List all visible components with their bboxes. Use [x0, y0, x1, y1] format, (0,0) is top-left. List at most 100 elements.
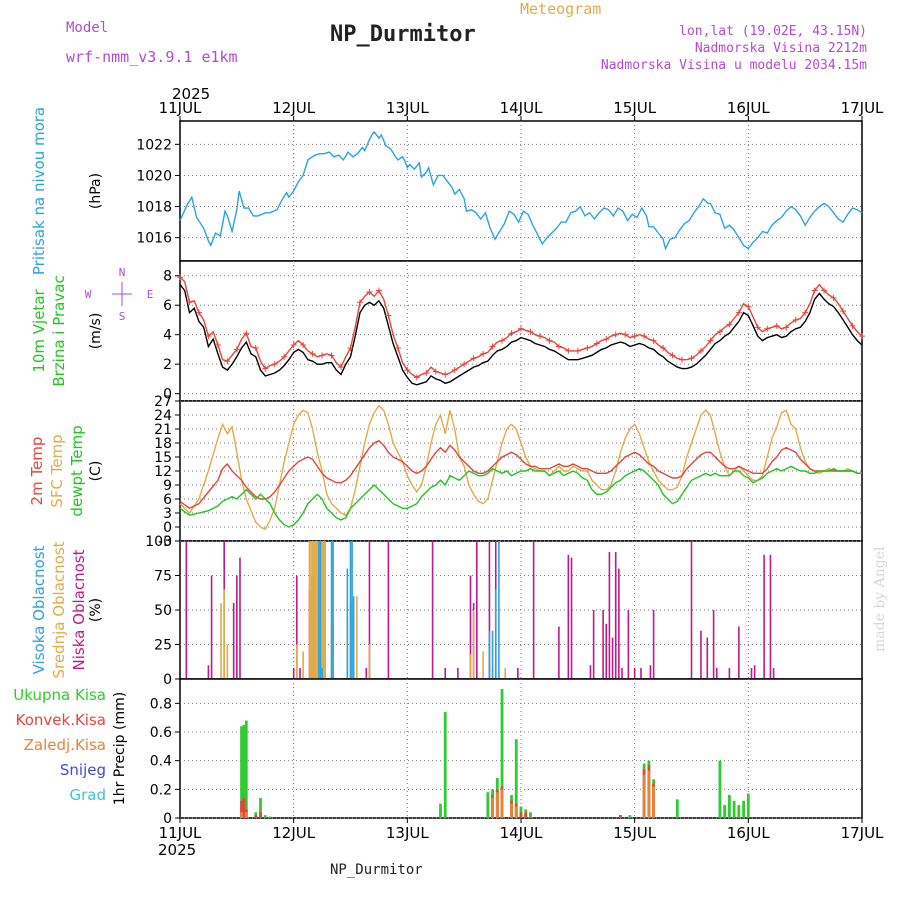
- x-day-label-top: 17JUL: [841, 99, 884, 117]
- bar-cloud_low: [558, 626, 560, 679]
- bar-cloud_low: [738, 626, 740, 679]
- bar-precip_frz: [652, 786, 656, 818]
- bar-precip_total: [244, 720, 248, 818]
- bar-precip_frz: [240, 812, 243, 818]
- bar-cloud_low: [728, 667, 731, 679]
- x-day-label-bottom: 11JUL: [159, 824, 202, 842]
- gust-marker: [641, 333, 648, 340]
- bar-precip_total: [259, 797, 262, 818]
- bar-cloud_high: [330, 541, 333, 679]
- x-day-label-top: 11JUL: [159, 99, 202, 117]
- bar-precip_total: [500, 689, 504, 818]
- gust-marker: [707, 337, 714, 344]
- bar-cloud_low: [750, 667, 753, 679]
- y-tick-label: 25: [154, 638, 172, 654]
- gust-marker: [527, 328, 534, 335]
- bar-cloud_low: [210, 575, 213, 679]
- bar-precip_total: [718, 760, 722, 818]
- y-axis-unit: (C): [88, 461, 104, 482]
- gust-marker: [546, 337, 553, 344]
- bar-cloud_low: [185, 541, 188, 679]
- bar-cloud_low: [640, 667, 642, 679]
- bar-cloud_low: [605, 623, 608, 679]
- product-title: Meteogram: [520, 0, 602, 18]
- gust-marker: [385, 312, 392, 319]
- gust-marker: [319, 352, 326, 359]
- bar-precip_frz: [514, 806, 518, 818]
- gust-marker: [451, 367, 458, 374]
- bar-cloud_low: [706, 637, 709, 679]
- bar-precip_total: [723, 805, 727, 818]
- gust-marker: [224, 358, 231, 365]
- gust-marker: [489, 343, 496, 350]
- gust-marker: [470, 355, 477, 362]
- gust-marker: [356, 299, 363, 306]
- gust-marker: [821, 287, 828, 294]
- y-axis-title: Brzina i Pravac: [50, 275, 68, 386]
- y-axis-title: SFC Temp: [48, 434, 66, 507]
- bar-cloud_mid: [324, 541, 327, 679]
- bar-precip_total: [675, 799, 679, 818]
- bar-cloud_mid: [223, 589, 226, 679]
- gust-marker: [205, 333, 212, 340]
- bar-cloud_high: [498, 541, 500, 679]
- gust-marker: [423, 370, 430, 376]
- x-day-label-bottom: 14JUL: [500, 824, 543, 842]
- series-line-dewpoint: [179, 465, 862, 528]
- bar-cloud_high: [351, 541, 353, 679]
- y-tick-label: 15: [154, 450, 172, 466]
- gust-marker: [603, 336, 610, 343]
- y-tick-label: 1018: [136, 200, 172, 216]
- y-tick-label: 0: [163, 811, 172, 827]
- model-name: wrf-nmm_v3.9.1 e1km: [66, 48, 238, 66]
- bar-cloud_high: [346, 568, 349, 679]
- gust-marker: [536, 333, 543, 340]
- x-day-label-bottom: 13JUL: [386, 824, 429, 842]
- bar-cloud_low: [652, 610, 655, 679]
- panel-precip: [175, 678, 863, 819]
- y-axis-title: Pritisak na nivou mora: [30, 107, 48, 275]
- gust-marker: [859, 333, 865, 340]
- bar-cloud_mid: [296, 644, 298, 679]
- y-tick-label: 0.2: [150, 782, 172, 798]
- bar-precip_total: [439, 803, 442, 818]
- gust-marker: [660, 344, 667, 351]
- bar-cloud_low: [570, 557, 573, 679]
- bar-precip_total: [240, 726, 243, 818]
- bar-cloud_low: [608, 552, 611, 679]
- gust-marker: [480, 350, 487, 357]
- series-line-pressure: [179, 130, 863, 251]
- gust-marker: [679, 356, 686, 363]
- gust-marker: [735, 309, 742, 316]
- gust-marker: [574, 347, 581, 354]
- bar-cloud_mid: [308, 541, 311, 679]
- y-tick-label: 27: [154, 394, 172, 410]
- gust-marker: [508, 330, 515, 337]
- gust-marker: [461, 361, 468, 368]
- x-day-label-top: 16JUL: [727, 99, 770, 117]
- gust-marker: [840, 308, 847, 315]
- gust-marker: [271, 361, 278, 368]
- bar-precip_total: [242, 724, 246, 818]
- bar-cloud_mid: [322, 541, 325, 679]
- gust-marker: [745, 303, 752, 310]
- bar-cloud_low: [299, 667, 301, 679]
- bar-cloud_mid: [368, 644, 371, 679]
- y-axis-title: Visoka Oblacnost: [30, 545, 48, 674]
- bar-precip_total: [268, 816, 272, 818]
- y-axis-unit: (m/s): [88, 313, 104, 350]
- bar-cloud_low: [457, 667, 459, 679]
- gust-marker: [214, 342, 221, 348]
- bar-cloud_low: [715, 667, 718, 679]
- gust-marker: [375, 287, 382, 294]
- year-label-top: 2025: [172, 85, 210, 103]
- gust-marker: [394, 344, 401, 351]
- bar-cloud_high: [349, 541, 352, 679]
- y-axis-title: Niska Oblacnost: [70, 549, 88, 670]
- gust-marker: [186, 299, 193, 306]
- bar-precip_total: [727, 795, 731, 818]
- y-axis-title: Srednja Oblacnost: [50, 541, 68, 678]
- bar-cloud_high: [318, 541, 320, 679]
- gust-marker: [726, 321, 733, 328]
- elevation-label: Nadmorska Visina 2212m: [694, 41, 867, 56]
